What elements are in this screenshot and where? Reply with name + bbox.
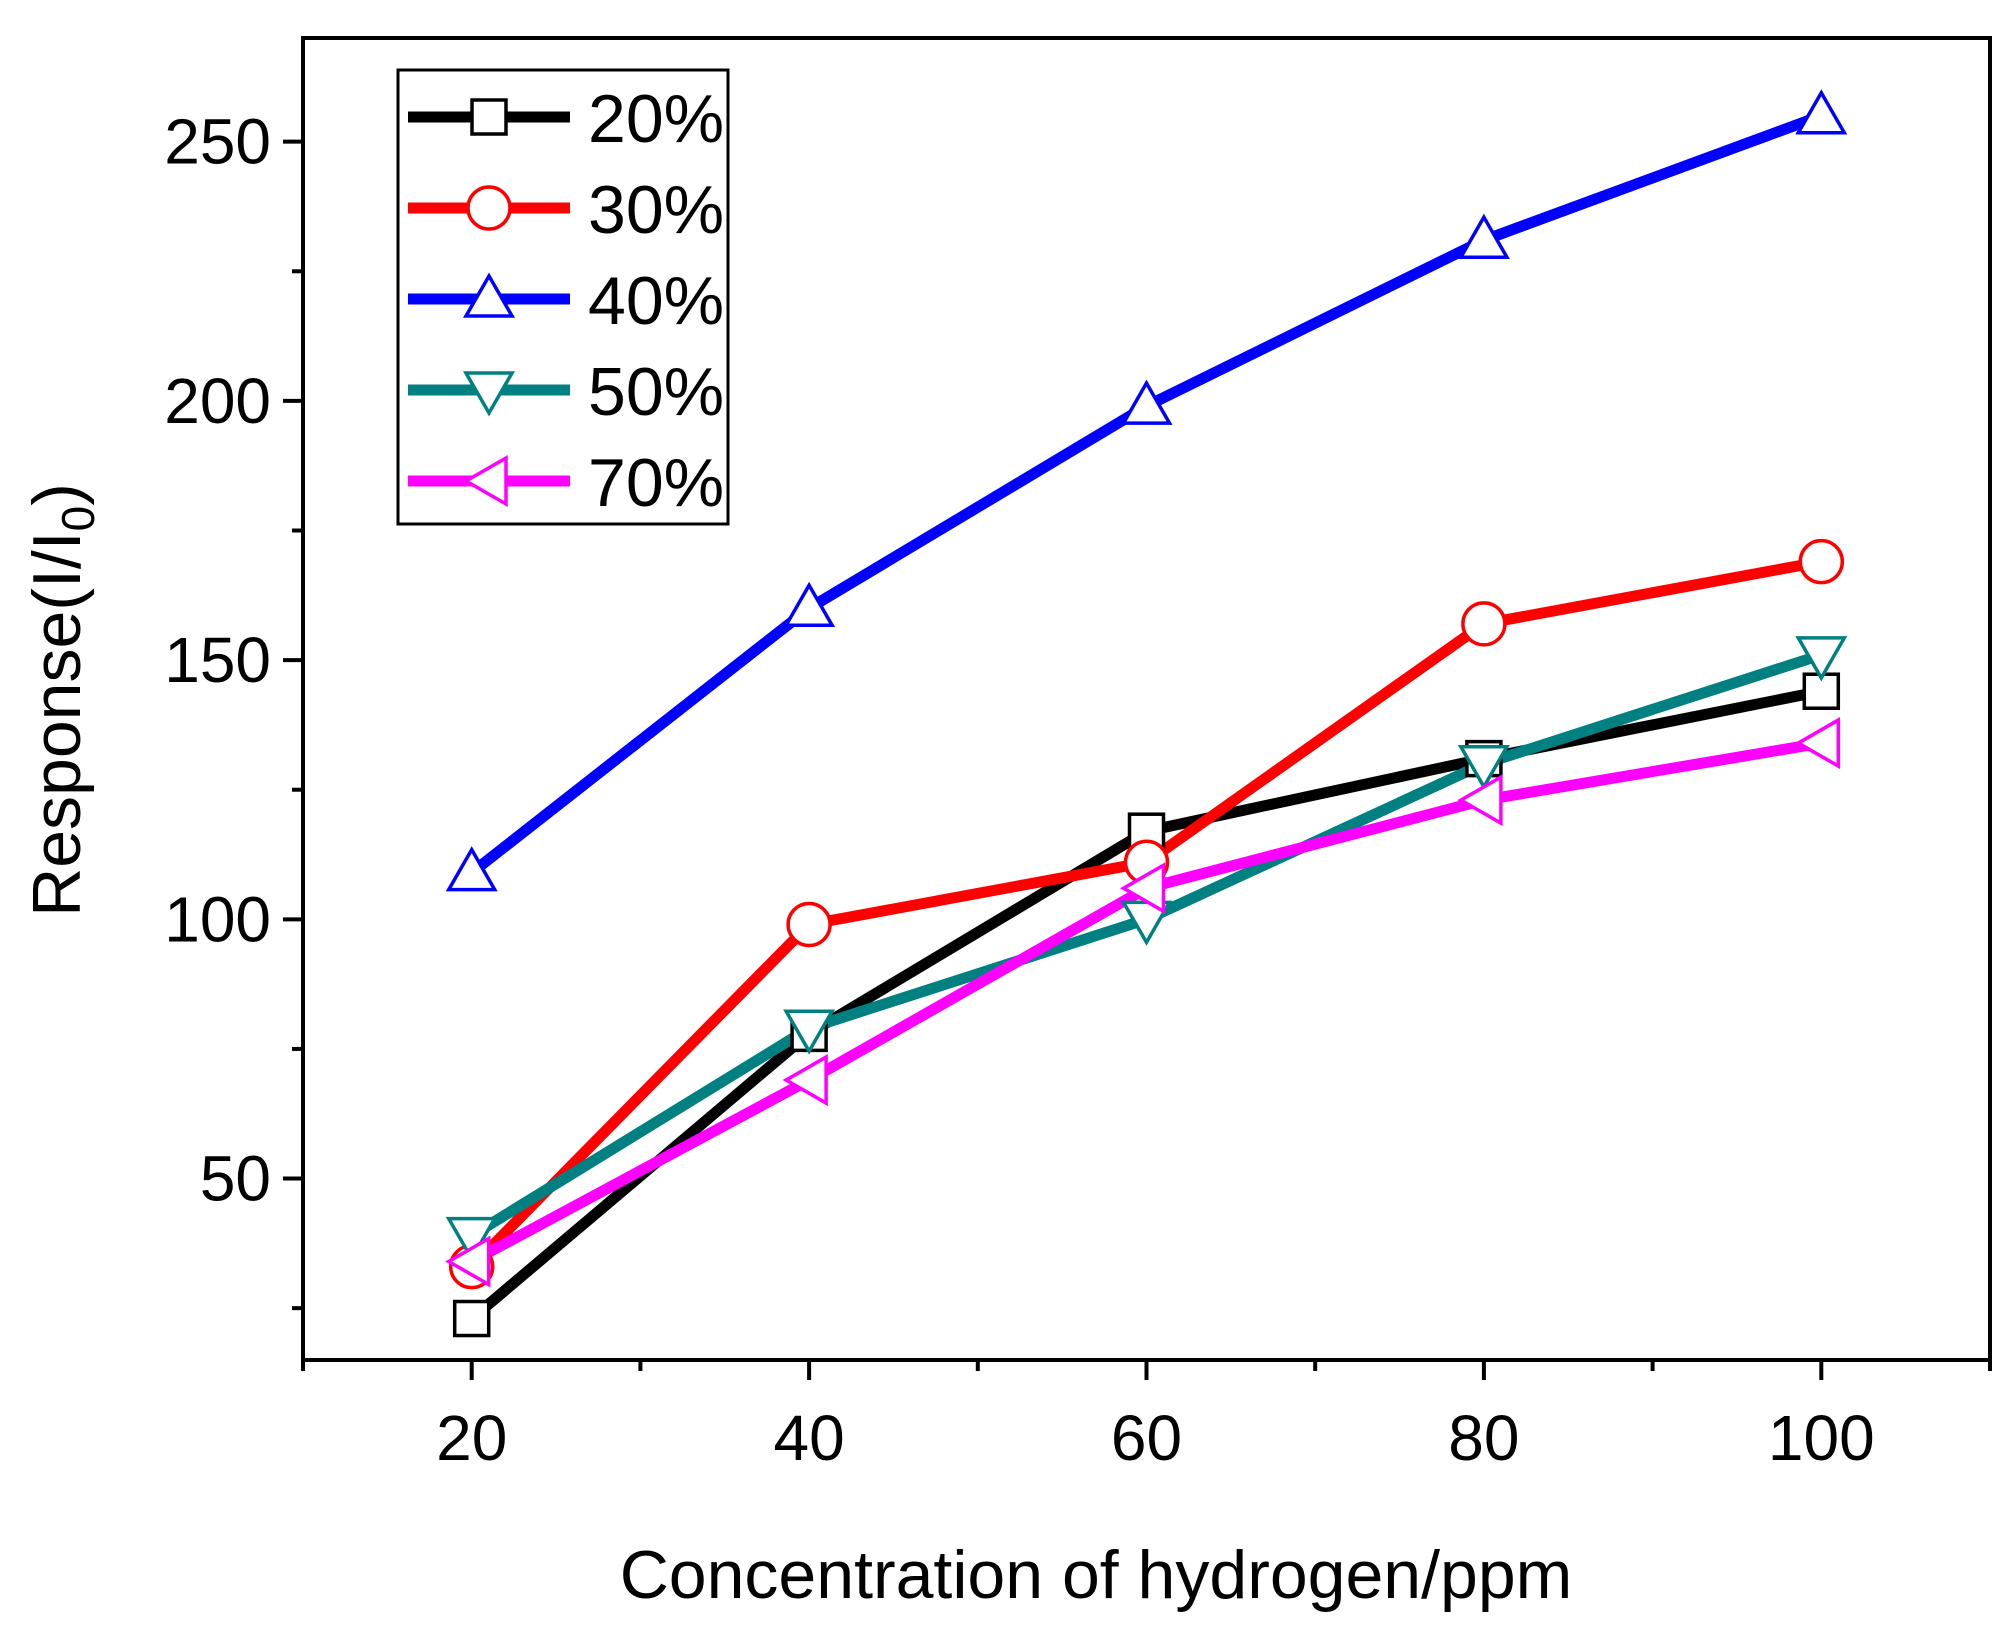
series-markers-70pct xyxy=(445,717,1841,1288)
data-point xyxy=(783,1009,836,1055)
series-markers-40pct xyxy=(445,89,1848,892)
data-point xyxy=(1795,636,1848,682)
legend-item: 20% xyxy=(408,81,724,157)
legend-marker xyxy=(462,272,516,318)
y-axis-title-subscript: 0 xyxy=(52,506,104,532)
legend: 20% 30% 40% 50% 70% xyxy=(396,68,730,526)
legend-label: 70% xyxy=(588,445,724,521)
data-point xyxy=(1802,672,1841,710)
data-point xyxy=(445,846,498,892)
x-tick-label: 40 xyxy=(774,1402,845,1474)
data-point xyxy=(782,1054,828,1107)
y-tick-label: 200 xyxy=(164,365,271,437)
data-point xyxy=(1120,379,1173,425)
y-axis-title-close: ) xyxy=(19,483,95,506)
y-tick-label: 100 xyxy=(164,883,271,955)
data-point xyxy=(1795,89,1848,135)
y-tick-label: 150 xyxy=(164,624,271,696)
data-point xyxy=(786,901,832,948)
legend-marker xyxy=(466,185,512,231)
data-point xyxy=(1119,862,1166,915)
series-markers-50pct xyxy=(445,636,1848,1263)
y-axis-title: Response(I/I0) xyxy=(19,483,104,917)
legend-label: 40% xyxy=(588,263,724,339)
data-point xyxy=(1798,538,1845,585)
data-point xyxy=(445,1235,491,1288)
legend-label: 30% xyxy=(588,172,724,248)
data-point xyxy=(452,1299,491,1338)
y-axis: 50 100 150 200 250 xyxy=(164,106,303,1311)
series-layer xyxy=(445,89,1848,1338)
x-tick-label: 20 xyxy=(436,1402,507,1474)
data-point xyxy=(1457,745,1510,791)
data-point xyxy=(1457,774,1503,827)
legend-label: 20% xyxy=(588,81,724,157)
legend-item: 50% xyxy=(408,354,724,430)
legend-marker xyxy=(462,371,516,417)
y-tick-label: 50 xyxy=(200,1143,271,1215)
legend-item: 70% xyxy=(408,445,724,521)
y-tick-label: 250 xyxy=(164,106,271,178)
x-tick-label: 80 xyxy=(1448,1402,1519,1474)
data-point xyxy=(445,1216,498,1263)
x-tick-label: 60 xyxy=(1111,1402,1182,1474)
legend-item: 30% xyxy=(408,172,724,248)
x-tick-label: 100 xyxy=(1768,1402,1875,1474)
legend-marker xyxy=(462,454,508,508)
data-point xyxy=(783,581,836,628)
data-point xyxy=(1461,601,1507,647)
data-point xyxy=(1794,717,1841,770)
x-axis-title: Concentration of hydrogen/ppm xyxy=(620,1537,1573,1613)
legend-marker xyxy=(470,98,508,136)
legend-item: 40% xyxy=(408,263,724,339)
legend-label: 50% xyxy=(588,354,724,430)
data-point xyxy=(1457,213,1510,259)
x-axis: 20 40 60 80 100 xyxy=(301,1360,1992,1474)
